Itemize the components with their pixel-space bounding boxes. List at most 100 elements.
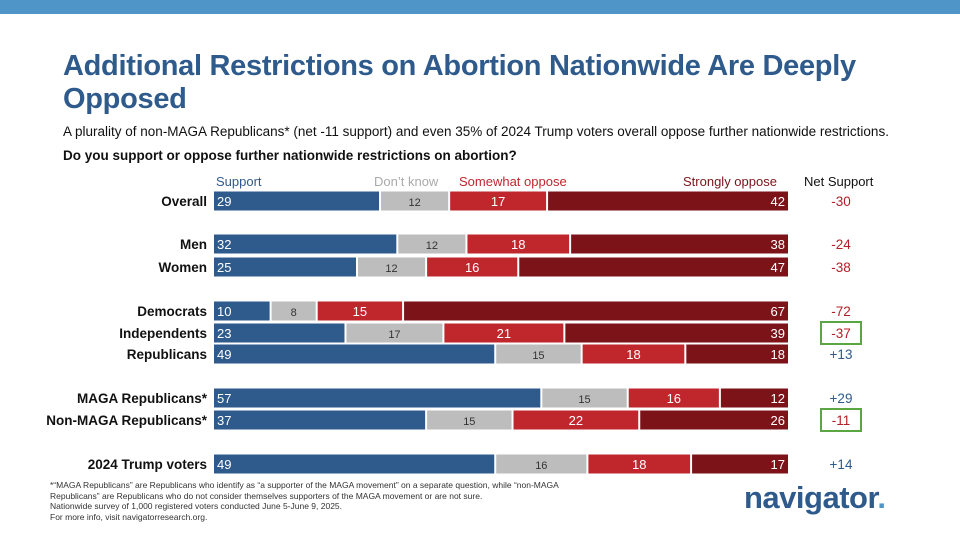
data-label-somewhat_oppose-women: 16 xyxy=(465,260,479,275)
net-support-overall: -30 xyxy=(831,194,851,209)
net-support-democrats: -72 xyxy=(831,304,851,319)
bar-somewhat_oppose-democrats xyxy=(317,301,403,321)
bar-dont_know-women xyxy=(358,257,426,277)
bar-support-women xyxy=(214,257,356,277)
data-label-dont_know-women: 12 xyxy=(385,263,397,275)
net-support-republicans: +13 xyxy=(830,347,853,362)
data-label-somewhat_oppose-independents: 21 xyxy=(497,326,511,341)
data-label-support-democrats: 10 xyxy=(217,304,231,319)
data-label-support-men: 32 xyxy=(217,237,231,252)
data-label-strongly_oppose-republicans: 18 xyxy=(771,347,785,362)
bar-strongly_oppose-republicans xyxy=(686,344,788,364)
logo-text: navigator xyxy=(744,480,878,515)
bar-dont_know-non-maga-republicans xyxy=(427,410,512,430)
bar-support-men xyxy=(214,234,397,254)
row-label-women: Women xyxy=(158,260,207,275)
data-label-somewhat_oppose-2024-trump-voters: 18 xyxy=(632,457,646,472)
bar-strongly_oppose-non-maga-republicans xyxy=(640,410,788,430)
bar-support-maga-republicans xyxy=(214,388,541,408)
data-label-support-overall: 29 xyxy=(217,194,231,209)
row-label-maga-republicans: MAGA Republicans* xyxy=(77,391,208,406)
data-label-strongly_oppose-maga-republicans: 12 xyxy=(771,391,785,406)
bar-support-independents xyxy=(214,323,345,343)
bar-support-2024-trump-voters xyxy=(214,454,495,474)
highlight-box-independents xyxy=(820,321,862,345)
bar-strongly_oppose-independents xyxy=(565,323,788,343)
bar-strongly_oppose-maga-republicans xyxy=(720,388,788,408)
data-label-strongly_oppose-independents: 39 xyxy=(771,326,785,341)
footnote: *“MAGA Republicans” are Republicans who … xyxy=(50,480,650,522)
stacked-bar-chart: Overall 29 12 17 42 -30 Men 32 12 18 38 -24 Women 25 1… xyxy=(46,191,862,474)
row-label-2024-trump-voters: 2024 Trump voters xyxy=(88,457,207,472)
data-label-support-2024-trump-voters: 49 xyxy=(217,457,231,472)
survey-question: Do you support or oppose further nationw… xyxy=(63,148,517,163)
legend-support: Support xyxy=(216,174,262,189)
bar-strongly_oppose-men xyxy=(571,234,788,254)
data-label-support-independents: 23 xyxy=(217,326,231,341)
data-label-support-republicans: 49 xyxy=(217,347,231,362)
data-label-dont_know-independents: 17 xyxy=(388,329,400,341)
data-label-somewhat_oppose-democrats: 15 xyxy=(353,304,367,319)
data-label-strongly_oppose-overall: 42 xyxy=(771,194,785,209)
bar-strongly_oppose-2024-trump-voters xyxy=(692,454,788,474)
bar-dont_know-men xyxy=(398,234,466,254)
legend-dont-know: Don’t know xyxy=(374,174,439,189)
data-label-strongly_oppose-2024-trump-voters: 17 xyxy=(771,457,785,472)
bar-strongly_oppose-overall xyxy=(548,191,788,211)
bar-somewhat_oppose-non-maga-republicans xyxy=(513,410,639,430)
net-support-maga-republicans: +29 xyxy=(830,391,853,406)
data-label-strongly_oppose-democrats: 67 xyxy=(771,304,785,319)
bar-strongly_oppose-women xyxy=(519,257,788,277)
bar-dont_know-overall xyxy=(381,191,449,211)
legend-somewhat-oppose: Somewhat oppose xyxy=(459,174,567,189)
top-accent-bar xyxy=(0,0,960,14)
net-support-men: -24 xyxy=(831,237,851,252)
bar-somewhat_oppose-maga-republicans xyxy=(628,388,719,408)
logo-dot: . xyxy=(877,480,886,515)
navigator-logo: navigator. xyxy=(744,480,886,516)
data-label-dont_know-men: 12 xyxy=(426,240,438,252)
data-label-dont_know-2024-trump-voters: 16 xyxy=(535,460,547,472)
data-label-dont_know-republicans: 15 xyxy=(532,350,544,362)
bar-support-non-maga-republicans xyxy=(214,410,426,430)
bar-strongly_oppose-democrats xyxy=(404,301,788,321)
bar-somewhat_oppose-men xyxy=(467,234,570,254)
data-label-dont_know-maga-republicans: 15 xyxy=(578,394,590,406)
net-support-non-maga-republicans: -11 xyxy=(832,413,851,428)
data-label-support-women: 25 xyxy=(217,260,231,275)
bar-dont_know-republicans xyxy=(496,344,581,364)
data-label-strongly_oppose-non-maga-republicans: 26 xyxy=(771,413,785,428)
legend-net-support: Net Support xyxy=(804,174,874,189)
legend-strongly-oppose: Strongly oppose xyxy=(683,174,777,189)
highlight-box-non-maga-republicans xyxy=(820,408,862,432)
net-support-2024-trump-voters: +14 xyxy=(830,457,853,472)
bar-somewhat_oppose-2024-trump-voters xyxy=(588,454,691,474)
subtitle: A plurality of non-MAGA Republicans* (ne… xyxy=(63,124,889,139)
data-label-strongly_oppose-men: 38 xyxy=(771,237,785,252)
bar-support-democrats xyxy=(214,301,270,321)
data-label-support-maga-republicans: 57 xyxy=(217,391,231,406)
data-label-dont_know-non-maga-republicans: 15 xyxy=(463,416,475,428)
data-label-somewhat_oppose-republicans: 18 xyxy=(626,347,640,362)
bar-dont_know-maga-republicans xyxy=(542,388,627,408)
footnote-line: For more info, visit navigatorresearch.o… xyxy=(50,511,208,522)
data-label-somewhat_oppose-maga-republicans: 16 xyxy=(667,391,681,406)
data-label-somewhat_oppose-non-maga-republicans: 22 xyxy=(569,413,583,428)
net-support-women: -38 xyxy=(831,260,851,275)
data-label-somewhat_oppose-overall: 17 xyxy=(491,194,505,209)
data-label-somewhat_oppose-men: 18 xyxy=(511,237,525,252)
row-label-overall: Overall xyxy=(161,194,207,209)
page-title: Additional Restrictions on Abortion Nati… xyxy=(63,50,856,115)
bar-support-overall xyxy=(214,191,380,211)
data-label-support-non-maga-republicans: 37 xyxy=(217,413,231,428)
bar-support-republicans xyxy=(214,344,495,364)
bar-dont_know-independents xyxy=(346,323,443,343)
data-label-strongly_oppose-women: 47 xyxy=(771,260,785,275)
bar-dont_know-democrats xyxy=(271,301,316,321)
footnote-line: Republicans” are Republicans who do not … xyxy=(50,490,483,501)
data-label-dont_know-overall: 12 xyxy=(408,197,420,209)
row-label-independents: Independents xyxy=(119,326,207,341)
bar-somewhat_oppose-women xyxy=(427,257,518,277)
row-label-democrats: Democrats xyxy=(137,304,207,319)
row-label-non-maga-republicans: Non-MAGA Republicans* xyxy=(46,413,208,428)
